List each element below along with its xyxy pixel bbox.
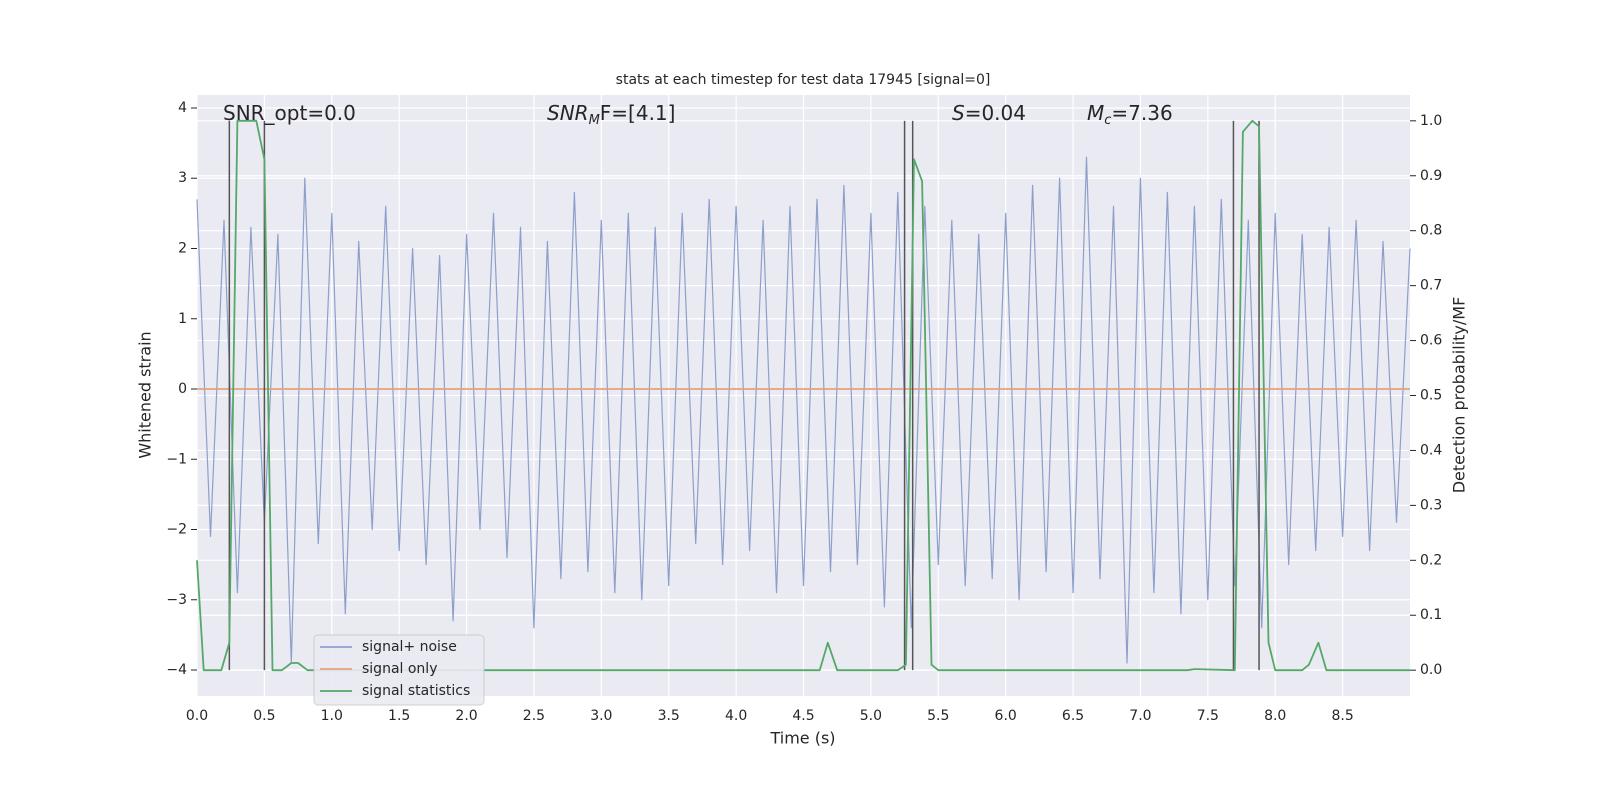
x-tick-label: 8.5 <box>1331 708 1353 724</box>
x-tick-label: 2.5 <box>523 708 545 724</box>
x-tick-label: 5.0 <box>860 708 882 724</box>
annotation-rest: =7.36 <box>1111 101 1172 125</box>
annotation-main: S <box>952 101 965 125</box>
annotation-rest: =0.04 <box>965 101 1026 125</box>
y2-tick-label: 0.2 <box>1420 552 1442 568</box>
x-tick-label: 7.5 <box>1197 708 1219 724</box>
x-tick-label: 5.5 <box>927 708 949 724</box>
annotation: Mc=7.36 <box>1087 101 1173 128</box>
y2-axis-label: Detection probability/MF <box>1450 297 1469 494</box>
annotation: S=0.04 <box>952 101 1026 125</box>
y2-tick-label: 1.0 <box>1420 113 1442 129</box>
y2-tick-label: 0.8 <box>1420 223 1442 239</box>
y2-tick-label: 0.5 <box>1420 388 1442 404</box>
legend-label: signal statistics <box>362 683 470 699</box>
x-tick-label: 6.0 <box>995 708 1017 724</box>
x-tick-label: 2.0 <box>455 708 477 724</box>
annotation-sub: M <box>589 113 600 128</box>
y2-tick-label: 0.7 <box>1420 278 1442 294</box>
x-tick-label: 7.0 <box>1129 708 1151 724</box>
x-tick-label: 4.0 <box>725 708 747 724</box>
y-tick-label: −3 <box>166 592 187 608</box>
annotation-main: SNR <box>547 101 589 125</box>
x-tick-label: 6.5 <box>1062 708 1084 724</box>
y-axis-label: Whitened strain <box>136 331 155 458</box>
series-line <box>196 156 1411 664</box>
y2-tick-label: 0.0 <box>1420 662 1442 678</box>
annotation-sub: c <box>1104 113 1111 128</box>
legend-label: signal only <box>362 661 437 677</box>
y-tick-label: −1 <box>166 451 187 467</box>
y2-tick-label: 0.4 <box>1420 442 1442 458</box>
x-tick-label: 4.5 <box>792 708 814 724</box>
y-tick-label: −2 <box>166 522 187 538</box>
x-axis-label: Time (s) <box>769 729 835 748</box>
x-tick-label: 3.5 <box>658 708 680 724</box>
annotation-main: M <box>1087 101 1104 125</box>
legend-box <box>313 634 485 706</box>
annotation-rest: F=[4.1] <box>600 101 676 125</box>
y-tick-label: 2 <box>178 240 187 256</box>
y2-tick-label: 0.3 <box>1420 497 1442 513</box>
x-tick-label: 0.0 <box>186 708 208 724</box>
y-tick-label: 3 <box>178 170 187 186</box>
annotation-main: SNR_opt=0.0 <box>223 101 356 125</box>
y-tick-label: −4 <box>166 662 187 678</box>
x-tick-label: 1.5 <box>388 708 410 724</box>
y2-tick-label: 0.1 <box>1420 607 1442 623</box>
x-tick-label: 8.0 <box>1264 708 1286 724</box>
y-tick-label: 4 <box>178 100 187 116</box>
annotation: SNR_opt=0.0 <box>223 101 356 125</box>
x-tick-label: 1.0 <box>321 708 343 724</box>
x-tick-label: 0.5 <box>253 708 275 724</box>
chart-title: stats at each timestep for test data 179… <box>616 72 991 88</box>
legend-label: signal+ noise <box>362 639 457 655</box>
y-tick-label: 1 <box>178 311 187 327</box>
y2-tick-label: 0.9 <box>1420 168 1442 184</box>
x-tick-label: 3.0 <box>590 708 612 724</box>
annotation: SNRMF=[4.1] <box>547 101 675 128</box>
y2-tick-label: 0.6 <box>1420 333 1442 349</box>
y-tick-label: 0 <box>178 381 187 397</box>
series-line <box>196 119 1410 672</box>
